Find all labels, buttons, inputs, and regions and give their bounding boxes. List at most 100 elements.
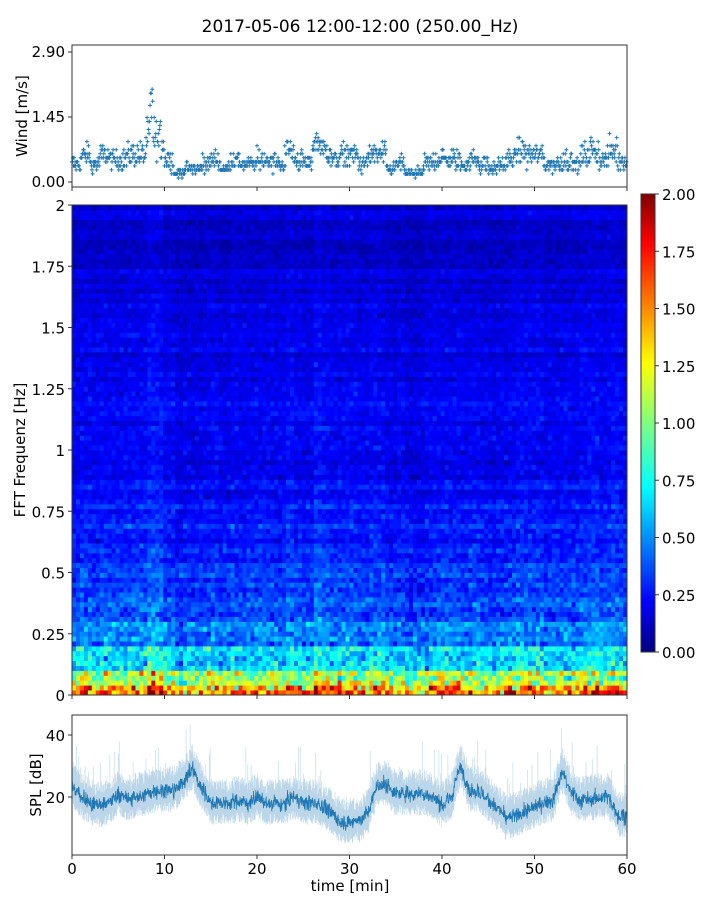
- heatmap-cell: [599, 631, 604, 637]
- heatmap-cell: [365, 557, 370, 564]
- heatmap-cell: [480, 646, 485, 652]
- heatmap-cell: [151, 660, 156, 666]
- heatmap-cell: [202, 606, 208, 613]
- heatmap-cell: [329, 572, 335, 578]
- heatmap-cell: [190, 665, 196, 671]
- heatmap-cell: [262, 650, 267, 657]
- heatmap-cell: [579, 660, 584, 666]
- heatmap-cell: [171, 597, 176, 603]
- heatmap-cell: [159, 597, 164, 603]
- wind-point: [163, 155, 168, 160]
- wind-point: [553, 167, 558, 172]
- ytick-label: 2.90: [32, 43, 65, 61]
- heatmap-cell: [107, 592, 113, 598]
- heatmap-cell: [500, 616, 505, 622]
- wind-point: [550, 171, 555, 176]
- heatmap-cell: [484, 601, 489, 608]
- heatmap-cell: [405, 675, 410, 681]
- heatmap-cell: [107, 655, 113, 662]
- heatmap-cell: [183, 650, 188, 657]
- heatmap-cell: [198, 650, 204, 657]
- heatmap-cell: [254, 641, 259, 647]
- heatmap-cell: [571, 587, 576, 593]
- heatmap-cell: [190, 646, 196, 652]
- wind-point: [150, 87, 155, 92]
- heatmap-cell: [496, 636, 501, 642]
- heatmap-cell: [238, 631, 243, 637]
- heatmap-cell: [428, 621, 434, 627]
- heatmap-cell: [412, 650, 418, 657]
- heatmap-cell: [405, 650, 410, 657]
- heatmap-cell: [504, 601, 509, 608]
- heatmap-cell: [440, 611, 446, 617]
- heatmap-cell: [353, 582, 358, 588]
- heatmap-cell: [186, 587, 192, 593]
- heatmap-cell: [599, 641, 604, 647]
- heatmap-cell: [539, 670, 545, 676]
- heatmap-cell: [527, 641, 533, 647]
- heatmap-cell: [571, 601, 576, 608]
- heatmap-cell: [599, 621, 604, 627]
- heatmap-cell: [206, 631, 212, 637]
- heatmap-cell: [270, 646, 275, 652]
- heatmap-cell: [492, 650, 497, 657]
- heatmap-cell: [591, 606, 596, 613]
- heatmap-cell: [595, 587, 600, 593]
- heatmap-cell: [504, 670, 509, 676]
- heatmap-cell: [171, 641, 176, 647]
- heatmap-cell: [210, 582, 216, 588]
- heatmap-cell: [183, 606, 188, 613]
- heatmap-cell: [385, 616, 390, 622]
- heatmap-cell: [167, 675, 172, 681]
- heatmap-cell: [87, 601, 93, 608]
- heatmap-cell: [551, 587, 557, 593]
- heatmap-cell: [551, 611, 557, 617]
- heatmap-cell: [492, 675, 497, 681]
- heatmap-cell: [523, 655, 529, 662]
- heatmap-cell: [242, 646, 247, 652]
- heatmap-cell: [282, 597, 287, 603]
- heatmap-cell: [222, 626, 227, 632]
- heatmap-cell: [361, 621, 366, 627]
- heatmap-cell: [127, 621, 132, 627]
- heatmap-cell: [591, 665, 596, 671]
- heatmap-cell: [468, 675, 473, 681]
- heatmap-cell: [452, 567, 457, 573]
- heatmap-cell: [357, 650, 362, 657]
- heatmap-cell: [282, 592, 287, 598]
- heatmap-cell: [167, 572, 172, 578]
- heatmap-cell: [262, 582, 267, 588]
- heatmap-cell: [286, 626, 291, 632]
- heatmap-cell: [551, 626, 557, 632]
- heatmap-cell: [405, 665, 410, 671]
- heatmap-cell: [527, 660, 533, 666]
- heatmap-cell: [337, 567, 342, 573]
- heatmap-cell: [607, 601, 612, 608]
- heatmap-cell: [123, 616, 128, 622]
- heatmap-cell: [333, 641, 338, 647]
- heatmap-cell: [456, 606, 461, 613]
- heatmap-cell: [424, 616, 430, 622]
- heatmap-cell: [468, 587, 473, 593]
- heatmap-cell: [226, 650, 231, 657]
- heatmap-cell: [563, 562, 568, 568]
- heatmap-cell: [575, 636, 580, 642]
- heatmap-cell: [337, 650, 342, 657]
- heatmap-cell: [87, 685, 93, 691]
- heatmap-cell: [519, 650, 525, 657]
- wind-point: [589, 143, 594, 148]
- heatmap-cell: [238, 557, 243, 564]
- heatmap-cell: [607, 636, 612, 642]
- heatmap-cell: [254, 646, 259, 652]
- heatmap-cell: [135, 626, 140, 632]
- heatmap-cell: [543, 631, 549, 637]
- heatmap-cell: [290, 562, 295, 568]
- heatmap-cell: [412, 655, 418, 662]
- heatmap-cell: [531, 611, 537, 617]
- heatmap-cell: [83, 577, 89, 583]
- heatmap-cell: [385, 641, 390, 647]
- heatmap-cell: [214, 670, 220, 676]
- heatmap-cell: [563, 680, 568, 686]
- heatmap-cell: [321, 606, 327, 613]
- wind-point: [294, 163, 299, 168]
